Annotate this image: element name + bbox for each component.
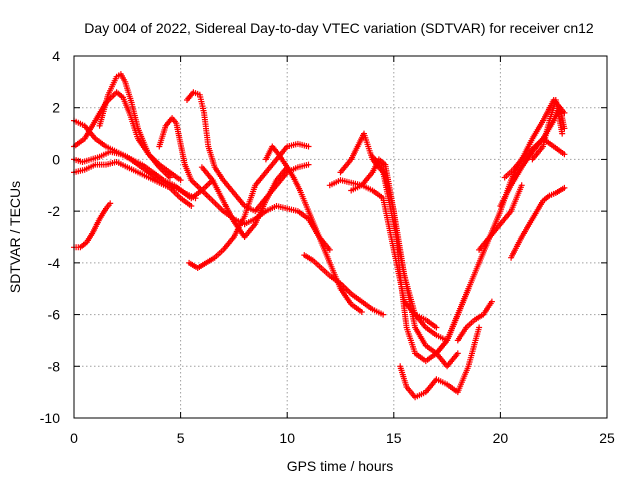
y-tick-label: -2 — [48, 203, 61, 219]
data-point-markers — [508, 184, 568, 261]
data-point-markers — [71, 200, 114, 251]
series-track-16 — [348, 156, 461, 370]
y-tick-label: -8 — [48, 358, 61, 374]
series-track-10 — [186, 140, 312, 271]
x-axis-label: GPS time / hours — [287, 458, 394, 474]
y-axis-label: SDTVAR / TECUs — [7, 181, 23, 293]
x-tick-label: 0 — [70, 430, 78, 446]
series-track-2 — [96, 71, 173, 181]
axis-ticks — [73, 55, 608, 419]
series-track-25 — [529, 97, 566, 163]
x-tick-label: 25 — [599, 430, 615, 446]
plot-frame — [73, 55, 608, 419]
grid — [74, 56, 607, 418]
data-point-markers — [501, 135, 568, 181]
x-tick-label: 20 — [493, 430, 509, 446]
data-point-markers — [348, 156, 461, 370]
data-point-markers — [301, 252, 387, 318]
series-track-23 — [508, 184, 568, 261]
y-tick-label: -10 — [40, 410, 60, 426]
series-track-4 — [71, 148, 199, 202]
series-track-20 — [454, 298, 495, 344]
y-tick-label: -6 — [48, 307, 61, 323]
x-tick-label: 10 — [279, 430, 295, 446]
data-point-markers — [71, 148, 199, 202]
x-tick-label: 5 — [177, 430, 185, 446]
data-point-markers — [184, 89, 312, 215]
data-point-markers — [529, 97, 566, 163]
series-track-6 — [71, 200, 114, 251]
data-point-markers — [326, 177, 440, 331]
chart-title: Day 004 of 2022, Sidereal Day-to-day VTE… — [84, 20, 594, 36]
y-tick-label: 4 — [52, 48, 60, 64]
data-point-markers — [186, 140, 312, 271]
data-point-markers — [96, 71, 173, 181]
series-track-18 — [397, 324, 483, 401]
y-tick-labels: -10 -8 -6 -4 -2 0 2 4 — [40, 48, 60, 426]
series-track-14 — [326, 177, 440, 331]
data-point-markers — [397, 324, 483, 401]
x-tick-labels: 0 5 10 15 20 25 — [70, 430, 615, 446]
series-track-13 — [301, 252, 387, 318]
y-tick-label: 2 — [52, 100, 60, 116]
x-tick-label: 15 — [386, 430, 402, 446]
y-tick-label: 0 — [52, 151, 60, 167]
data-point-markers — [454, 298, 495, 344]
y-tick-label: -4 — [48, 255, 61, 271]
series-track-24 — [501, 135, 568, 181]
series-track-8 — [184, 89, 312, 215]
data-series — [71, 71, 568, 401]
